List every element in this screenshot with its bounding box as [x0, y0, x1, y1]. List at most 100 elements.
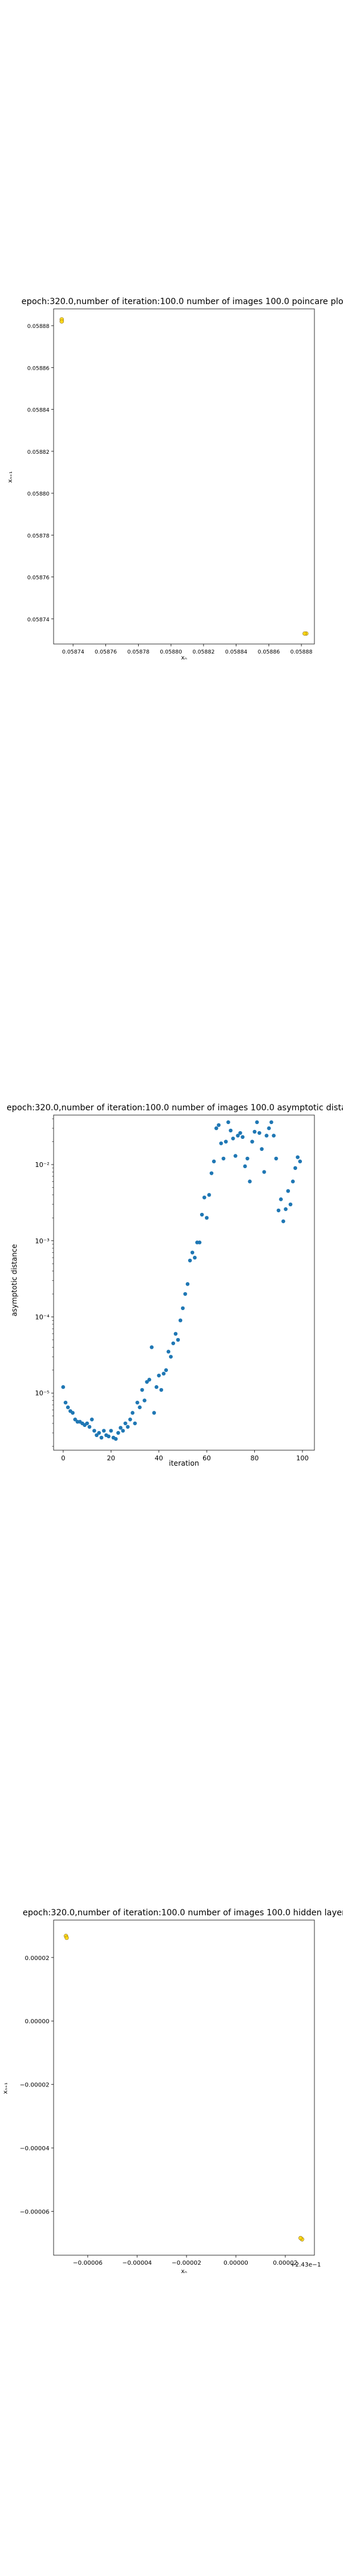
data-point [192, 1255, 197, 1260]
data-point [60, 319, 64, 324]
data-point [255, 1120, 259, 1125]
data-point [226, 1120, 230, 1125]
data-point [204, 1216, 209, 1220]
data-point [224, 1140, 228, 1144]
data-point [288, 1202, 293, 1207]
data-point [245, 1156, 250, 1161]
y-tick-label: 0.05886 [27, 366, 49, 371]
data-point [147, 1377, 151, 1382]
data-point [135, 1400, 139, 1405]
y-tick-label: 10⁻⁴ [35, 1313, 50, 1321]
data-point [188, 1258, 192, 1263]
x-axis-label: xₙ [181, 655, 187, 661]
data-point [138, 1405, 142, 1410]
data-point [164, 1368, 169, 1372]
data-point [166, 1349, 171, 1354]
data-point [298, 2236, 303, 2240]
y-tick-label: 0.00002 [25, 1955, 49, 1962]
data-point [250, 1140, 254, 1144]
plot-area: 0 20 40 60 80 100 10⁻⁵ 10⁻⁴ 10⁻³ 10⁻² [35, 1114, 315, 1462]
x-tick-label: 0.05888 [290, 649, 312, 655]
data-point [229, 1128, 233, 1133]
data-point [152, 1411, 156, 1415]
data-point [173, 1332, 178, 1336]
data-point [130, 1411, 135, 1415]
data-point [97, 1431, 101, 1435]
y-axis-label: xₙ₊₁ [7, 471, 14, 482]
x-tick-label: 0.05878 [127, 649, 149, 655]
data-point [214, 1126, 219, 1131]
plot-area: 0.05874 0.05876 0.05878 0.05880 0.05882 0.058… [27, 308, 315, 655]
data-point [241, 1135, 245, 1140]
plot-frame [53, 308, 315, 645]
y-axis-label: xₙ₊₁ [2, 2082, 9, 2094]
data-point [176, 1337, 180, 1342]
x-axis-label: iteration [169, 1459, 199, 1467]
data-point [279, 1197, 283, 1202]
data-point [95, 1433, 99, 1438]
data-point [269, 1120, 273, 1125]
data-point [85, 1421, 89, 1426]
x-tick-label: 60 [202, 1454, 211, 1462]
data-point [128, 1417, 132, 1422]
data-point [236, 1134, 240, 1138]
data-point [70, 1411, 75, 1415]
x-tick-label: −0.00002 [172, 2260, 201, 2267]
plot-frame [53, 1114, 315, 1451]
data-point [119, 1426, 123, 1430]
data-point [207, 1193, 211, 1197]
y-tick-label: 0.05878 [27, 533, 49, 539]
x-tick-label: 0.05876 [95, 649, 117, 655]
y-tick-label: −0.00006 [20, 2209, 49, 2216]
x-tick-label: −0.00004 [122, 2260, 152, 2267]
data-point [291, 1179, 295, 1184]
data-point [185, 1282, 190, 1286]
data-point [88, 1425, 92, 1429]
data-point [257, 1131, 261, 1135]
data-point [116, 1431, 120, 1435]
data-point [114, 1436, 118, 1441]
data-point [217, 1123, 221, 1127]
data-point [281, 1219, 285, 1224]
hidden-layer-figure: epoch:320.0,number of iteration:100.0 nu… [0, 1902, 343, 2278]
data-point [109, 1429, 113, 1433]
data-point [210, 1171, 214, 1175]
data-point [190, 1250, 195, 1255]
data-point [303, 631, 307, 636]
asymptotic-distance-chart: epoch:320.0,number of iteration:100.0 nu… [7, 1103, 343, 1467]
x-tick-label: 0.00002 [273, 2260, 297, 2267]
y-tick-label: 10⁻² [35, 1161, 49, 1169]
x-tick-label: 80 [251, 1454, 259, 1462]
x-tick-label: 40 [155, 1454, 163, 1462]
data-point [212, 1159, 216, 1163]
y-tick-label: 10⁻⁵ [35, 1389, 49, 1397]
chart-title: epoch:320.0,number of iteration:100.0 nu… [23, 1908, 343, 1918]
data-point [283, 1207, 288, 1211]
data-point [248, 1179, 252, 1184]
data-point [140, 1388, 144, 1392]
data-point [298, 1159, 303, 1163]
x-tick-label: 0.05884 [225, 649, 247, 655]
data-point [99, 1435, 104, 1440]
data-point [171, 1341, 176, 1345]
y-axis-label: asymptotic distance [10, 1244, 18, 1316]
data-point [73, 1417, 77, 1422]
data-point [145, 1380, 149, 1384]
data-point [222, 1156, 226, 1161]
x-axis-label: xₙ [181, 2268, 187, 2275]
y-tick-label: 10⁻³ [35, 1237, 49, 1245]
data-point [123, 1421, 127, 1426]
data-point [161, 1371, 166, 1376]
data-point [274, 1156, 278, 1161]
x-axis-offset-label: +2.43e−1 [290, 2262, 321, 2268]
data-point [183, 1292, 188, 1296]
x-tick-label: 100 [296, 1454, 308, 1462]
data-point [264, 1134, 269, 1138]
data-point [61, 1385, 66, 1389]
x-tick-label: 0.05886 [258, 649, 280, 655]
x-tick-label: 0.05874 [62, 649, 84, 655]
data-point [169, 1355, 173, 1359]
data-point [286, 1189, 290, 1193]
x-tick-label: 0.05880 [160, 649, 182, 655]
x-tick-label: 0 [61, 1454, 66, 1462]
